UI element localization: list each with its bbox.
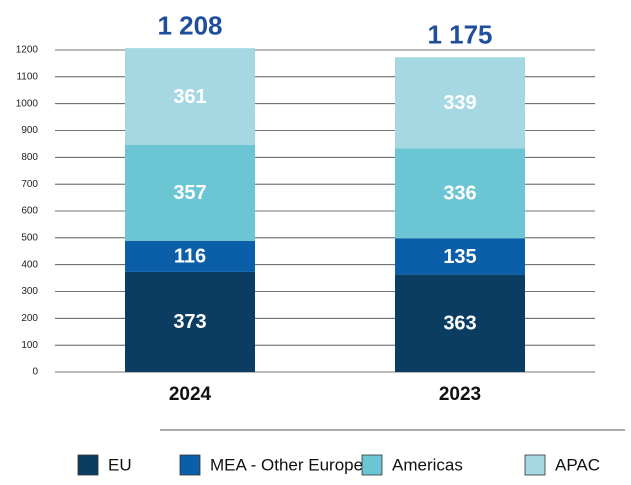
bar-segment (395, 238, 525, 275)
y-tick-label: 0 (32, 367, 38, 378)
value-label: 361 (173, 86, 206, 108)
bar-segment (125, 144, 255, 241)
y-tick-label: 1200 (16, 45, 39, 56)
y-tick-label: 600 (21, 206, 38, 217)
legend-swatch (179, 454, 201, 476)
legend-label: Americas (392, 455, 463, 474)
value-label: 363 (443, 313, 476, 335)
y-tick-label: 1000 (16, 98, 39, 109)
legend-swatch (77, 454, 99, 476)
bar-segment (395, 57, 525, 149)
y-tick-label: 500 (21, 232, 38, 243)
value-label: 339 (443, 92, 476, 114)
bar-segment (395, 274, 525, 372)
y-tick-label: 1100 (16, 71, 38, 82)
bar-segment (125, 48, 255, 145)
y-tick-label: 100 (21, 340, 38, 351)
y-tick-label: 900 (21, 125, 38, 136)
value-label: 357 (173, 182, 206, 204)
legend-swatch (524, 454, 546, 476)
value-label: 116 (174, 246, 206, 268)
y-tick-label: 800 (21, 152, 38, 163)
x-tick-label: 2024 (169, 384, 212, 405)
bar-segment (125, 240, 255, 272)
legend-label: EU (108, 455, 132, 474)
value-label: 336 (443, 183, 476, 205)
legend-label: MEA - Other Europe (210, 455, 363, 474)
y-tick-label: 700 (21, 179, 38, 190)
total-label: 1 175 (427, 20, 492, 50)
total-label: 1 208 (157, 11, 222, 41)
y-tick-label: 300 (21, 286, 38, 297)
y-tick-label: 200 (21, 313, 38, 324)
x-tick-label: 2023 (439, 384, 481, 405)
bar-segment (125, 271, 255, 372)
value-label: 135 (443, 246, 476, 268)
y-tick-label: 400 (21, 259, 38, 270)
legend-label: APAC (555, 455, 600, 474)
legend-swatch (361, 454, 383, 476)
value-label: 373 (173, 311, 206, 333)
bar-segment (395, 148, 525, 239)
